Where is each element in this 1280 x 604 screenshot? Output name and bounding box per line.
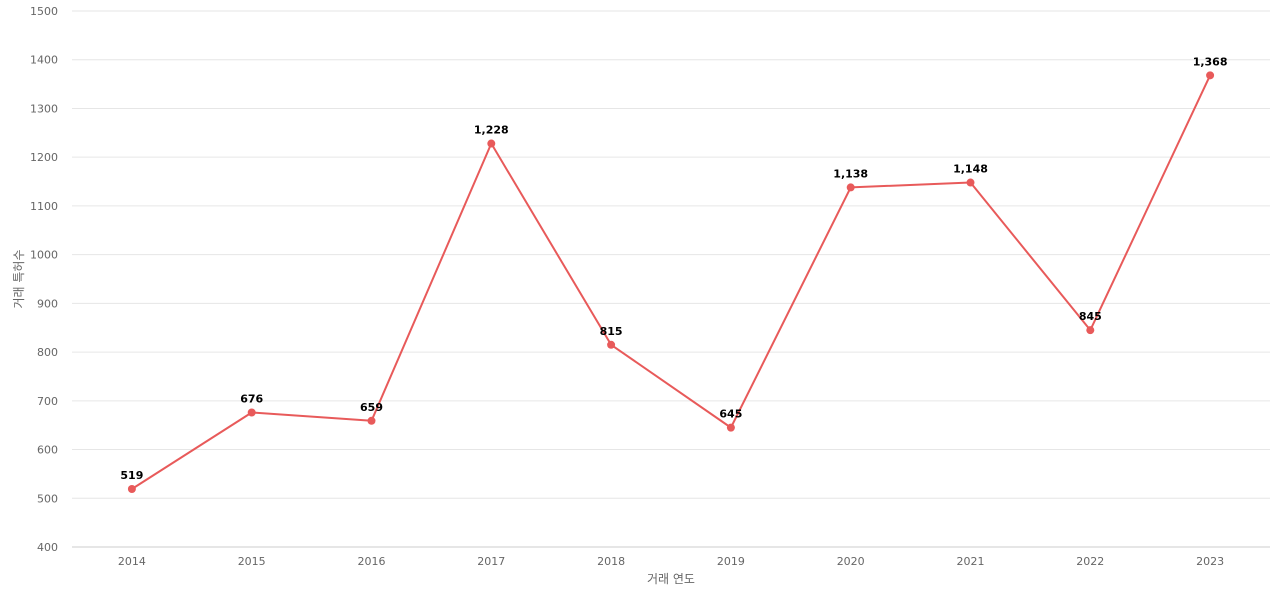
data-point[interactable] xyxy=(247,408,256,417)
y-tick-label: 1100 xyxy=(30,200,58,213)
data-label: 519 xyxy=(120,469,143,482)
y-tick-label: 600 xyxy=(37,444,58,457)
x-tick-label: 2020 xyxy=(837,555,865,568)
y-tick-label: 900 xyxy=(37,297,58,310)
y-tick-label: 500 xyxy=(37,492,58,505)
data-labels: 519 676 659 1,228 815 645 1,138 1,148 845 1,368 xyxy=(120,55,1227,482)
x-tick-label: 2016 xyxy=(358,555,386,568)
y-axis-title: 거래 특허수 xyxy=(12,249,26,308)
data-point[interactable] xyxy=(1086,326,1095,335)
y-tick-label: 800 xyxy=(37,346,58,359)
x-tick-label: 2021 xyxy=(957,555,985,568)
series-line-group xyxy=(127,71,1215,494)
data-label: 1,138 xyxy=(833,167,868,180)
y-tick-label: 1400 xyxy=(30,54,58,67)
x-tick-label: 2018 xyxy=(597,555,625,568)
gridlines xyxy=(72,10,1270,499)
data-label: 659 xyxy=(360,401,383,414)
data-label: 676 xyxy=(240,393,263,406)
data-point[interactable] xyxy=(726,423,735,432)
data-label: 645 xyxy=(719,408,742,421)
y-axis-ticks: 400 500 600 700 800 900 1000 1100 1200 1300 1400 15… xyxy=(30,5,58,554)
data-label: 845 xyxy=(1079,310,1102,323)
data-point[interactable] xyxy=(487,139,496,148)
data-point[interactable] xyxy=(846,183,855,192)
x-axis-title: 거래 연도 xyxy=(647,572,695,586)
y-tick-label: 1500 xyxy=(30,5,58,18)
y-tick-label: 400 xyxy=(37,541,58,554)
data-point[interactable] xyxy=(1206,71,1215,80)
x-tick-label: 2023 xyxy=(1196,555,1224,568)
series-line xyxy=(131,74,1212,490)
data-point[interactable] xyxy=(127,485,136,494)
x-tick-label: 2019 xyxy=(717,555,745,568)
data-label: 1,148 xyxy=(953,163,988,176)
data-point[interactable] xyxy=(607,340,616,349)
x-tick-label: 2017 xyxy=(477,555,505,568)
y-tick-label: 1300 xyxy=(30,102,58,115)
y-tick-label: 1000 xyxy=(30,249,58,262)
data-label: 1,368 xyxy=(1193,55,1228,68)
y-tick-label: 1200 xyxy=(30,151,58,164)
x-tick-label: 2014 xyxy=(118,555,146,568)
x-tick-label: 2022 xyxy=(1076,555,1104,568)
data-label: 815 xyxy=(600,325,623,338)
data-label: 1,228 xyxy=(474,124,509,137)
data-point[interactable] xyxy=(367,416,376,425)
x-axis-ticks: 2014 2015 2016 2017 2018 2019 2020 2021 2022 2023 xyxy=(118,555,1224,568)
x-tick-label: 2015 xyxy=(238,555,266,568)
data-point[interactable] xyxy=(966,178,975,187)
y-tick-label: 700 xyxy=(37,395,58,408)
